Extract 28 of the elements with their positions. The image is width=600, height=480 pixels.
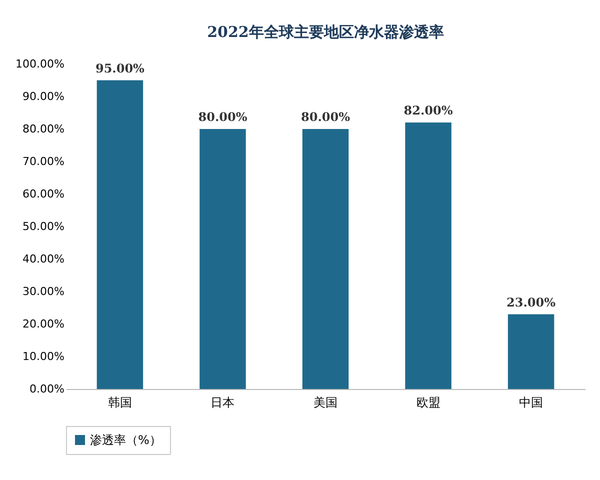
x-tick-label: 中国 — [519, 396, 544, 410]
y-tick-label: 30.00% — [22, 285, 64, 298]
y-tick-label: 50.00% — [22, 220, 64, 233]
text: 23.00% — [506, 295, 556, 310]
bar — [508, 314, 554, 389]
y-tick-label: 10.00% — [22, 350, 64, 363]
x-tick-label: 美国 — [314, 396, 338, 410]
chart-title: 2022年全球主要地区净水器渗透率 — [207, 23, 444, 41]
y-tick-label: 100.00% — [16, 58, 64, 70]
text: 80.00% — [301, 110, 350, 124]
y-tick-label: 90.00% — [22, 90, 64, 103]
y-tick-label: 80.00% — [22, 122, 64, 136]
legend-label: 渗透率（%） — [90, 433, 162, 447]
y-tick-label: 40.00% — [22, 252, 64, 266]
bar — [302, 129, 349, 389]
text: 82.00% — [404, 104, 453, 118]
y-tick-label: 0.00% — [30, 382, 64, 396]
y-tick-label: 60.00% — [22, 188, 64, 200]
text: 95.00% — [95, 61, 144, 76]
bar — [200, 129, 246, 389]
x-tick-label: 日本 — [210, 396, 235, 410]
bar — [405, 122, 452, 389]
y-tick-label: 20.00% — [22, 318, 64, 330]
x-tick-label: 欧盟 — [416, 396, 440, 410]
x-tick-label: 韩国 — [108, 396, 132, 410]
y-tick-label: 70.00% — [22, 155, 64, 168]
text: 80.00% — [198, 110, 248, 124]
bar — [96, 80, 144, 389]
